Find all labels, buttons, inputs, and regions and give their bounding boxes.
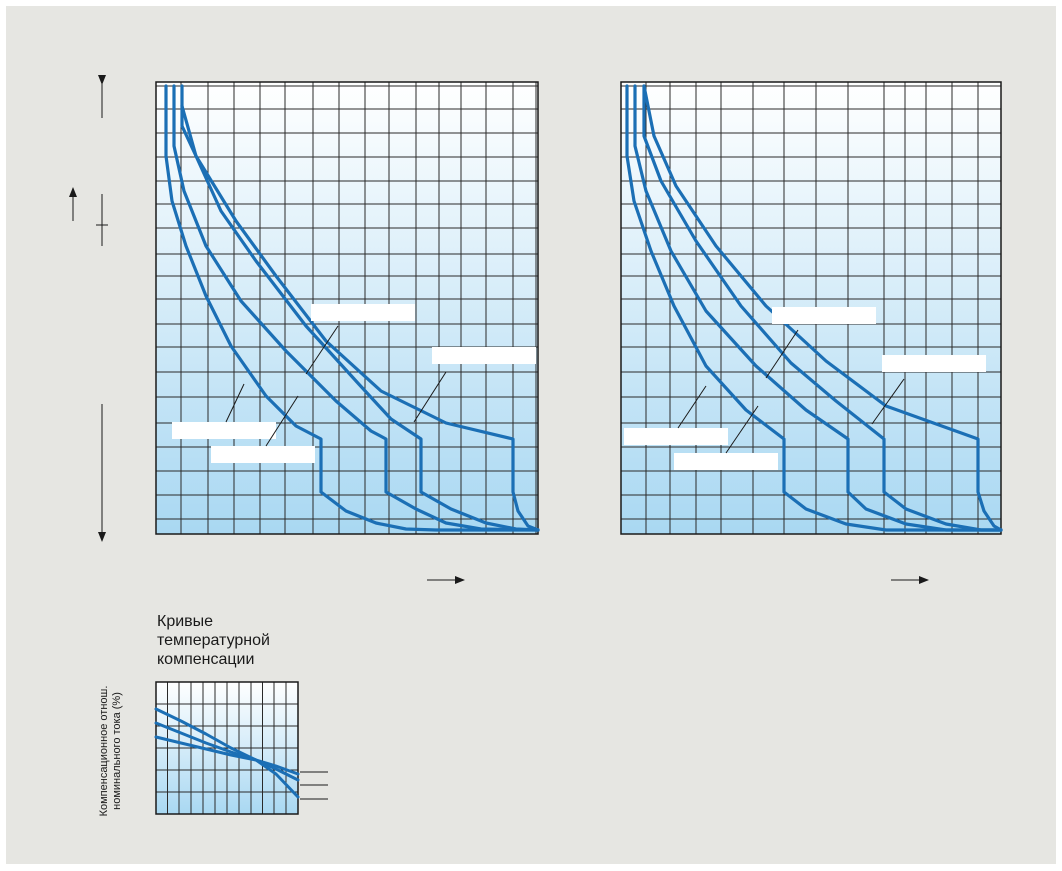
t-grid bbox=[155, 681, 299, 815]
t-title-line: компенсации bbox=[157, 651, 254, 668]
p1-curve-10-20-max bbox=[180, 104, 540, 532]
p2-curve-10-20-min bbox=[633, 84, 1003, 532]
chart-canvas: Кривые температурной компенсации Компенсаци… bbox=[6, 6, 1056, 864]
t-frame bbox=[155, 681, 299, 815]
p2-s0-leader bbox=[677, 385, 707, 429]
p2-grid bbox=[620, 82, 1002, 534]
p1-curve-30-50-min bbox=[164, 84, 540, 532]
p1-s1-leader bbox=[265, 395, 299, 447]
p1-frame bbox=[155, 81, 539, 535]
p2-curve-30-50-max bbox=[642, 84, 1003, 532]
p1-curve-10-20-min bbox=[172, 84, 540, 532]
p1-s1-label-bg bbox=[211, 446, 315, 463]
t-y-axis-label-line: номинального тока (%) bbox=[111, 692, 123, 810]
charts-svg: Кривые температурной компенсации Компенсаци… bbox=[69, 75, 1003, 817]
p2-curve-30-50-min bbox=[625, 84, 1003, 532]
t-title-line: Кривые bbox=[157, 613, 213, 630]
p2-s1-leader bbox=[725, 405, 759, 454]
p2-frame bbox=[620, 81, 1002, 535]
t-y-axis-label-line: Компенсационное отнош. bbox=[98, 686, 110, 817]
t-title-line: температурной bbox=[157, 632, 270, 649]
p1-s2-label-bg bbox=[311, 304, 415, 321]
p2-s3-label-bg bbox=[882, 355, 986, 372]
p1-s2-leader bbox=[305, 325, 339, 375]
p2-s0-label-bg bbox=[624, 428, 728, 445]
t-title: Кривые температурной компенсации bbox=[157, 613, 270, 668]
p2-s2-leader bbox=[765, 329, 799, 379]
t-curve-60-100 bbox=[154, 707, 300, 799]
p2-s1-label-bg bbox=[674, 453, 778, 470]
t-curve-20-50 bbox=[154, 721, 300, 782]
t-curve-10-15 bbox=[154, 735, 300, 776]
p1-s0-label-bg bbox=[172, 422, 276, 439]
p1-s3-leader bbox=[413, 371, 447, 423]
p2-s3-leader bbox=[871, 378, 905, 425]
p2-curve-10-20-max bbox=[642, 84, 1003, 532]
p1-s3-label-bg bbox=[432, 347, 536, 364]
p1-s0-leader bbox=[225, 383, 245, 423]
t-y-axis-label: Компенсационное отнош.номинального тока … bbox=[98, 686, 123, 817]
p2-s2-label-bg bbox=[772, 307, 876, 324]
